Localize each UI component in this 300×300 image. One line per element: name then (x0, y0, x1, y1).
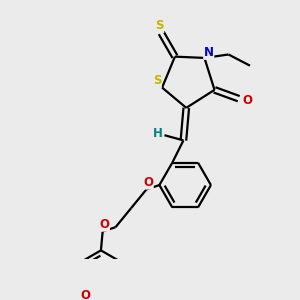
Text: H: H (153, 127, 163, 140)
Text: O: O (99, 218, 110, 231)
Text: S: S (155, 20, 164, 32)
Text: O: O (80, 290, 91, 300)
Text: N: N (204, 46, 214, 59)
Text: O: O (143, 176, 153, 189)
Text: S: S (153, 74, 161, 87)
Text: O: O (242, 94, 252, 107)
